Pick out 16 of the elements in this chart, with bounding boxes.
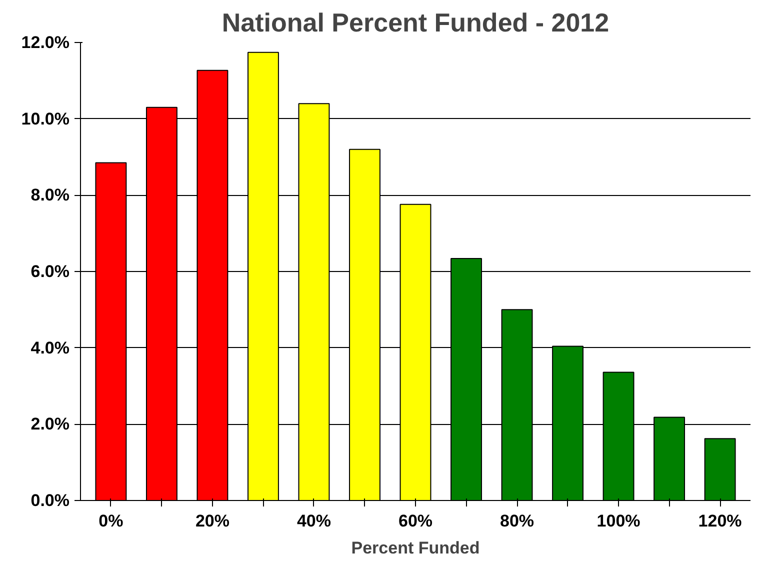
y-tick-label: 8.0% <box>30 186 70 205</box>
y-tick-label: 6.0% <box>30 262 70 281</box>
x-tick-label: 80% <box>500 512 534 530</box>
y-tick-label: 2.0% <box>30 414 70 434</box>
y-tick-label: 12.0% <box>21 33 70 52</box>
x-tick-label: 0% <box>98 512 124 530</box>
chart-title: National Percent Funded - 2012 <box>222 8 610 38</box>
x-axis-title: Percent Funded <box>351 538 480 558</box>
x-tick-label: 100% <box>596 512 640 530</box>
y-tick-label: 4.0% <box>30 338 70 358</box>
x-tick-label: 120% <box>698 512 742 530</box>
x-tick-label: 20% <box>195 512 230 530</box>
y-tick-label: 10.0% <box>21 109 70 128</box>
y-tick-label: 0.0% <box>30 491 70 510</box>
x-tick-label: 60% <box>398 512 433 530</box>
x-tick-label: 40% <box>296 512 332 530</box>
